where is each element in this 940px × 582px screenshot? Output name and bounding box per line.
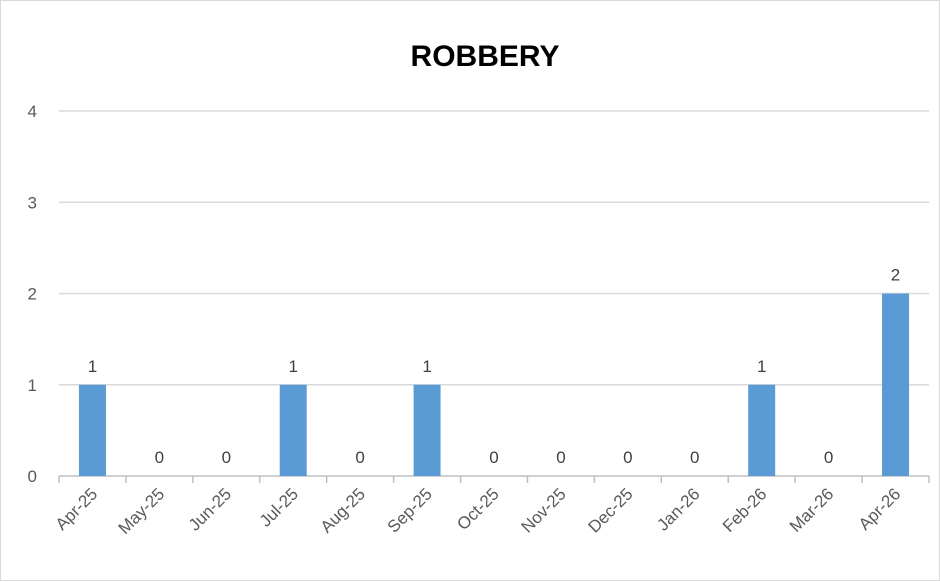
data-label: 0: [623, 448, 632, 467]
data-labels: 1 0 0 1 0 1 0 0 0 0 1 0 2: [88, 266, 901, 468]
x-tick-label: May-25: [115, 484, 169, 538]
x-tick-label: Apr-26: [855, 484, 905, 534]
x-tick-labels: Apr-25 May-25 Jun-25 Jul-25 Aug-25 Sep-25 Oct-…: [52, 484, 905, 538]
x-tick-label: Jan-26: [653, 484, 703, 534]
data-label: 0: [155, 448, 164, 467]
data-label: 0: [355, 448, 364, 467]
bars: [78, 293, 910, 476]
data-label: 0: [222, 448, 231, 467]
data-label: 1: [422, 357, 431, 376]
bar: [78, 384, 106, 476]
x-tick-label: Aug-25: [317, 484, 369, 536]
x-tick-label: Jul-25: [256, 484, 302, 530]
x-tick-label: Feb-26: [719, 484, 771, 536]
data-label: 0: [824, 448, 833, 467]
x-tick-label: Apr-25: [52, 484, 102, 534]
x-tick-label: Jun-25: [185, 484, 235, 534]
x-tick-label: Oct-25: [453, 484, 503, 534]
y-tick-label: 4: [28, 102, 37, 121]
x-axis: [58, 475, 930, 483]
y-tick-labels: 0 1 2 3 4: [28, 102, 37, 486]
y-tick-label: 2: [28, 285, 37, 304]
x-tick-label: Mar-26: [786, 484, 838, 536]
x-tick-label: Dec-25: [584, 484, 636, 536]
bar: [413, 384, 441, 476]
data-label: 1: [288, 357, 297, 376]
bar: [748, 384, 776, 476]
data-label: 0: [489, 448, 498, 467]
bar: [882, 293, 910, 476]
gridlines: [59, 110, 929, 386]
data-label: 1: [757, 357, 766, 376]
x-tick-label: Nov-25: [518, 484, 570, 536]
data-label: 0: [690, 448, 699, 467]
data-label: 0: [556, 448, 565, 467]
data-label: 2: [891, 266, 900, 285]
x-tick-label: Sep-25: [384, 484, 436, 536]
y-tick-label: 1: [28, 376, 37, 395]
chart-title: ROBBERY: [411, 40, 560, 73]
bar: [279, 384, 307, 476]
y-tick-label: 0: [28, 467, 37, 486]
y-tick-label: 3: [28, 193, 37, 212]
data-label: 1: [88, 357, 97, 376]
